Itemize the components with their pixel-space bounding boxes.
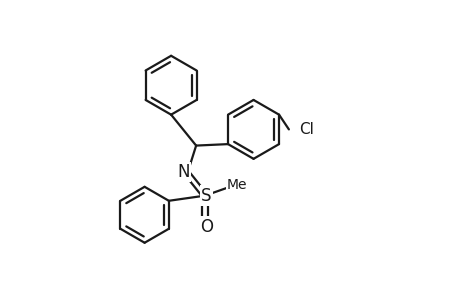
Text: N: N: [177, 163, 190, 181]
Text: Me: Me: [227, 178, 247, 192]
Text: S: S: [201, 187, 211, 205]
Text: Cl: Cl: [298, 122, 313, 137]
Text: O: O: [200, 218, 213, 236]
